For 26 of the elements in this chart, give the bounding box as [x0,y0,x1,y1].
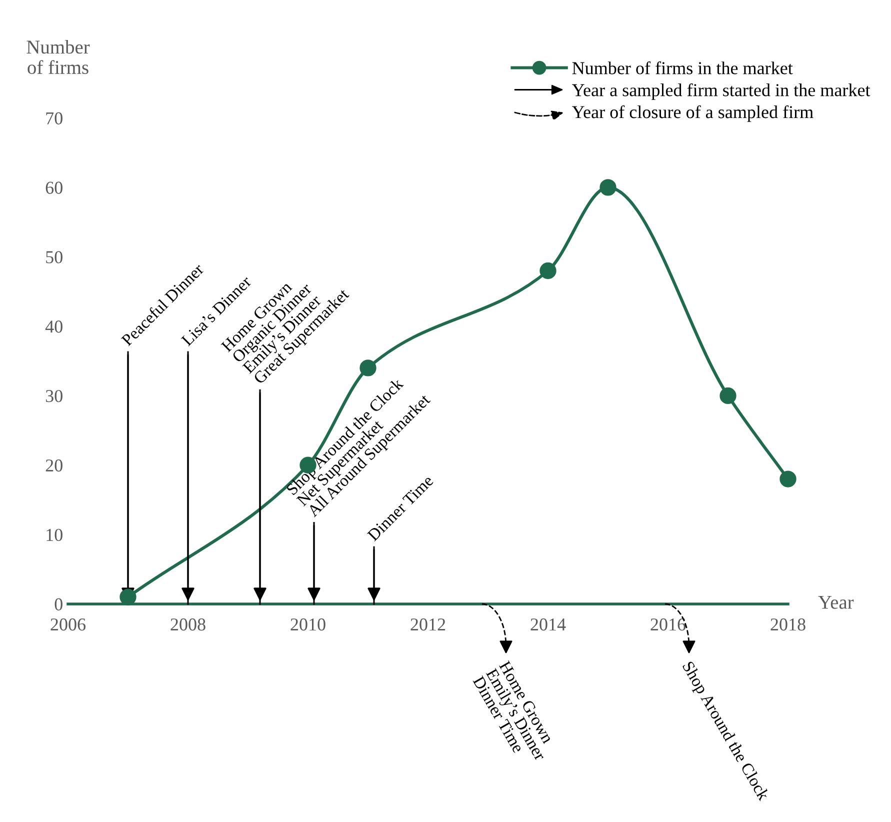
point [120,588,136,606]
point [360,360,376,376]
y-tick-label: 40 [45,320,62,333]
x-tick-label: 2018 [770,618,806,631]
y-tick-label: 60 [46,182,62,194]
x-axis-title: Year [818,596,854,609]
y-tick-label: 10 [46,528,62,542]
point [540,262,556,280]
x-tick-label: 2006 [50,618,86,631]
annotation: Year of closure of a sampled firm [572,105,814,122]
y-tick-label: 30 [46,390,62,402]
x-tick-label: 2010 [290,618,326,631]
x-tick-label: 2014 [530,618,566,631]
x-tick-label: 2012 [410,618,446,631]
y-tick-label: 50 [46,251,62,264]
point [720,387,736,404]
text: Year a sampled firm started in the market [572,83,870,100]
point [600,179,616,196]
y-tick-label: 70 [46,112,62,124]
y-tick-label: 20 [46,459,62,472]
legend-label: Number of firms in the market [572,61,793,74]
x-tick-label: 2016 [650,618,686,631]
point [780,470,796,488]
y-tick-label: 0 [54,598,62,610]
x-tick-label: 2008 [170,618,206,631]
y-axis-title: Number of firms [26,40,90,74]
